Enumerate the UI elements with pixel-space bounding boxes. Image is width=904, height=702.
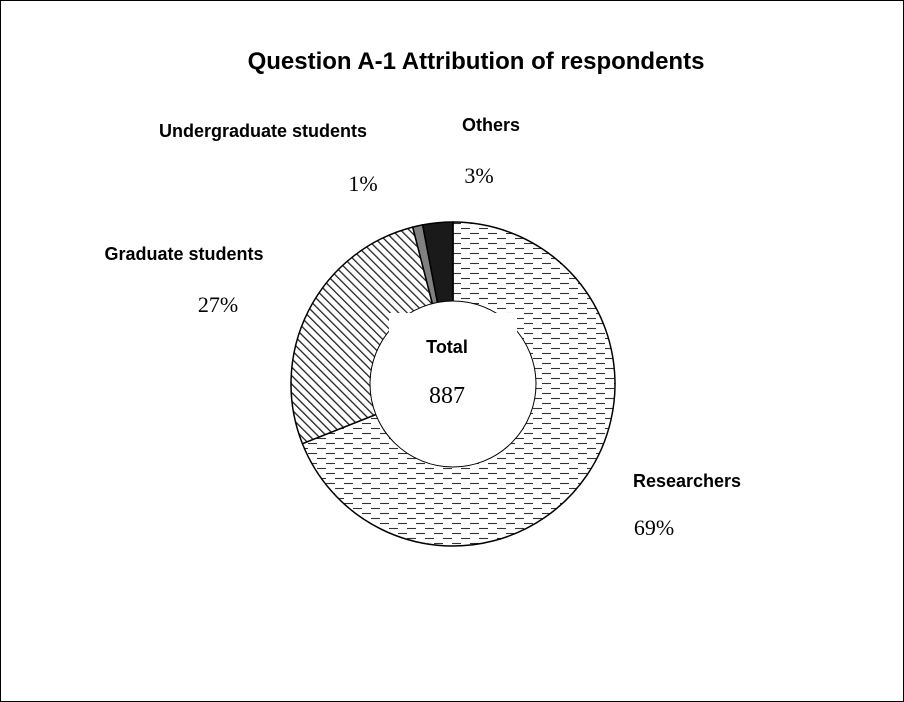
center-total-label: Total — [426, 337, 468, 357]
center-label-background — [389, 313, 517, 361]
value-label-others: 3% — [464, 163, 493, 188]
category-label-researchers: Researchers — [633, 471, 741, 491]
donut-chart: Question A-1 Attribution of respondents … — [104, 48, 741, 547]
slice-labels: Researchers 69% Graduate students 27% Un… — [104, 115, 741, 540]
value-label-researchers: 69% — [634, 515, 674, 540]
center-total-value: 887 — [429, 383, 465, 409]
category-label-others: Others — [462, 115, 520, 135]
category-label-graduate-students: Graduate students — [104, 244, 263, 264]
value-label-graduate-students: 27% — [198, 292, 238, 317]
value-label-undergraduate-students: 1% — [348, 171, 377, 196]
category-label-undergraduate-students: Undergraduate students — [159, 121, 367, 141]
chart-title: Question A-1 Attribution of respondents — [248, 48, 705, 75]
donut-center: Total 887 — [369, 300, 537, 468]
